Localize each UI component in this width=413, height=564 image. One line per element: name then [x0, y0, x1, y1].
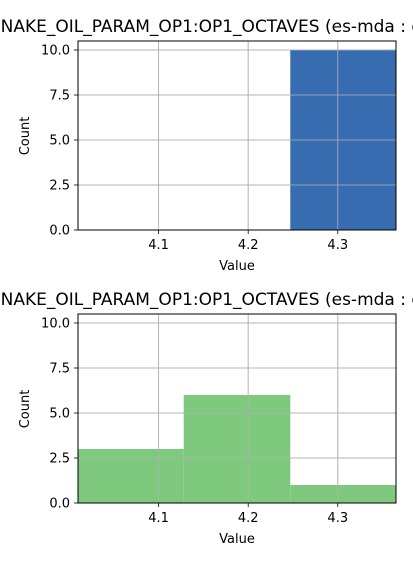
subplot-1: SNAKE_OIL_PARAM_OP1:OP1_OCTAVES (es-mda …	[0, 17, 413, 274]
chart-2-x-tick-label: 4.1	[148, 511, 169, 526]
subplot-2: SNAKE_OIL_PARAM_OP1:OP1_OCTAVES (es-mda …	[0, 290, 413, 547]
chart-1-x-tick-label: 4.2	[238, 238, 259, 253]
chart-2-y-tick-label: 0.0	[49, 497, 70, 512]
chart-2-bar	[183, 395, 291, 503]
chart-2-grid-overlay	[78, 314, 396, 504]
chart-1-y-ticks: 0.0 2.5 5.0 7.5 10.0	[41, 44, 78, 239]
chart-2-y-tick-label: 10.0	[41, 317, 70, 332]
chart-2-plot-frame	[77, 313, 397, 504]
chart-2-y-tick-label: 2.5	[49, 452, 70, 467]
chart-2-bar	[290, 485, 396, 503]
chart-1-y-tick-label: 7.5	[49, 89, 70, 104]
chart-2-y-tick-label: 5.0	[49, 407, 70, 422]
chart-1-plot-frame	[77, 40, 397, 231]
chart-1-y-tick-label: 5.0	[49, 134, 70, 149]
chart-2-x-tick-label: 4.3	[327, 511, 348, 526]
chart-2-y-tick-label: 7.5	[49, 362, 70, 377]
chart-1-x-ticks: 4.1 4.2 4.3	[148, 230, 348, 253]
chart-1-y-tick-label: 0.0	[49, 224, 70, 239]
chart-2-x-ticks: 4.1 4.2 4.3	[148, 503, 348, 526]
chart-2-title: SNAKE_OIL_PARAM_OP1:OP1_OCTAVES (es-mda …	[0, 290, 413, 310]
chart-2-x-axis-label: Value	[219, 532, 255, 547]
chart-1-x-tick-label: 4.3	[327, 238, 348, 253]
chart-2-x-tick-label: 4.2	[238, 511, 259, 526]
chart-1-y-tick-label: 2.5	[49, 179, 70, 194]
chart-2-y-ticks: 0.0 2.5 5.0 7.5 10.0	[41, 317, 78, 512]
chart-1-y-axis-label: Count	[18, 117, 33, 156]
chart-1-y-tick-label: 10.0	[41, 44, 70, 59]
chart-2-bar	[78, 449, 184, 503]
chart-1-x-tick-label: 4.1	[148, 238, 169, 253]
chart-1-title: SNAKE_OIL_PARAM_OP1:OP1_OCTAVES (es-mda …	[0, 17, 413, 37]
chart-1-x-axis-label: Value	[219, 259, 255, 274]
chart-2-y-axis-label: Count	[18, 390, 33, 429]
